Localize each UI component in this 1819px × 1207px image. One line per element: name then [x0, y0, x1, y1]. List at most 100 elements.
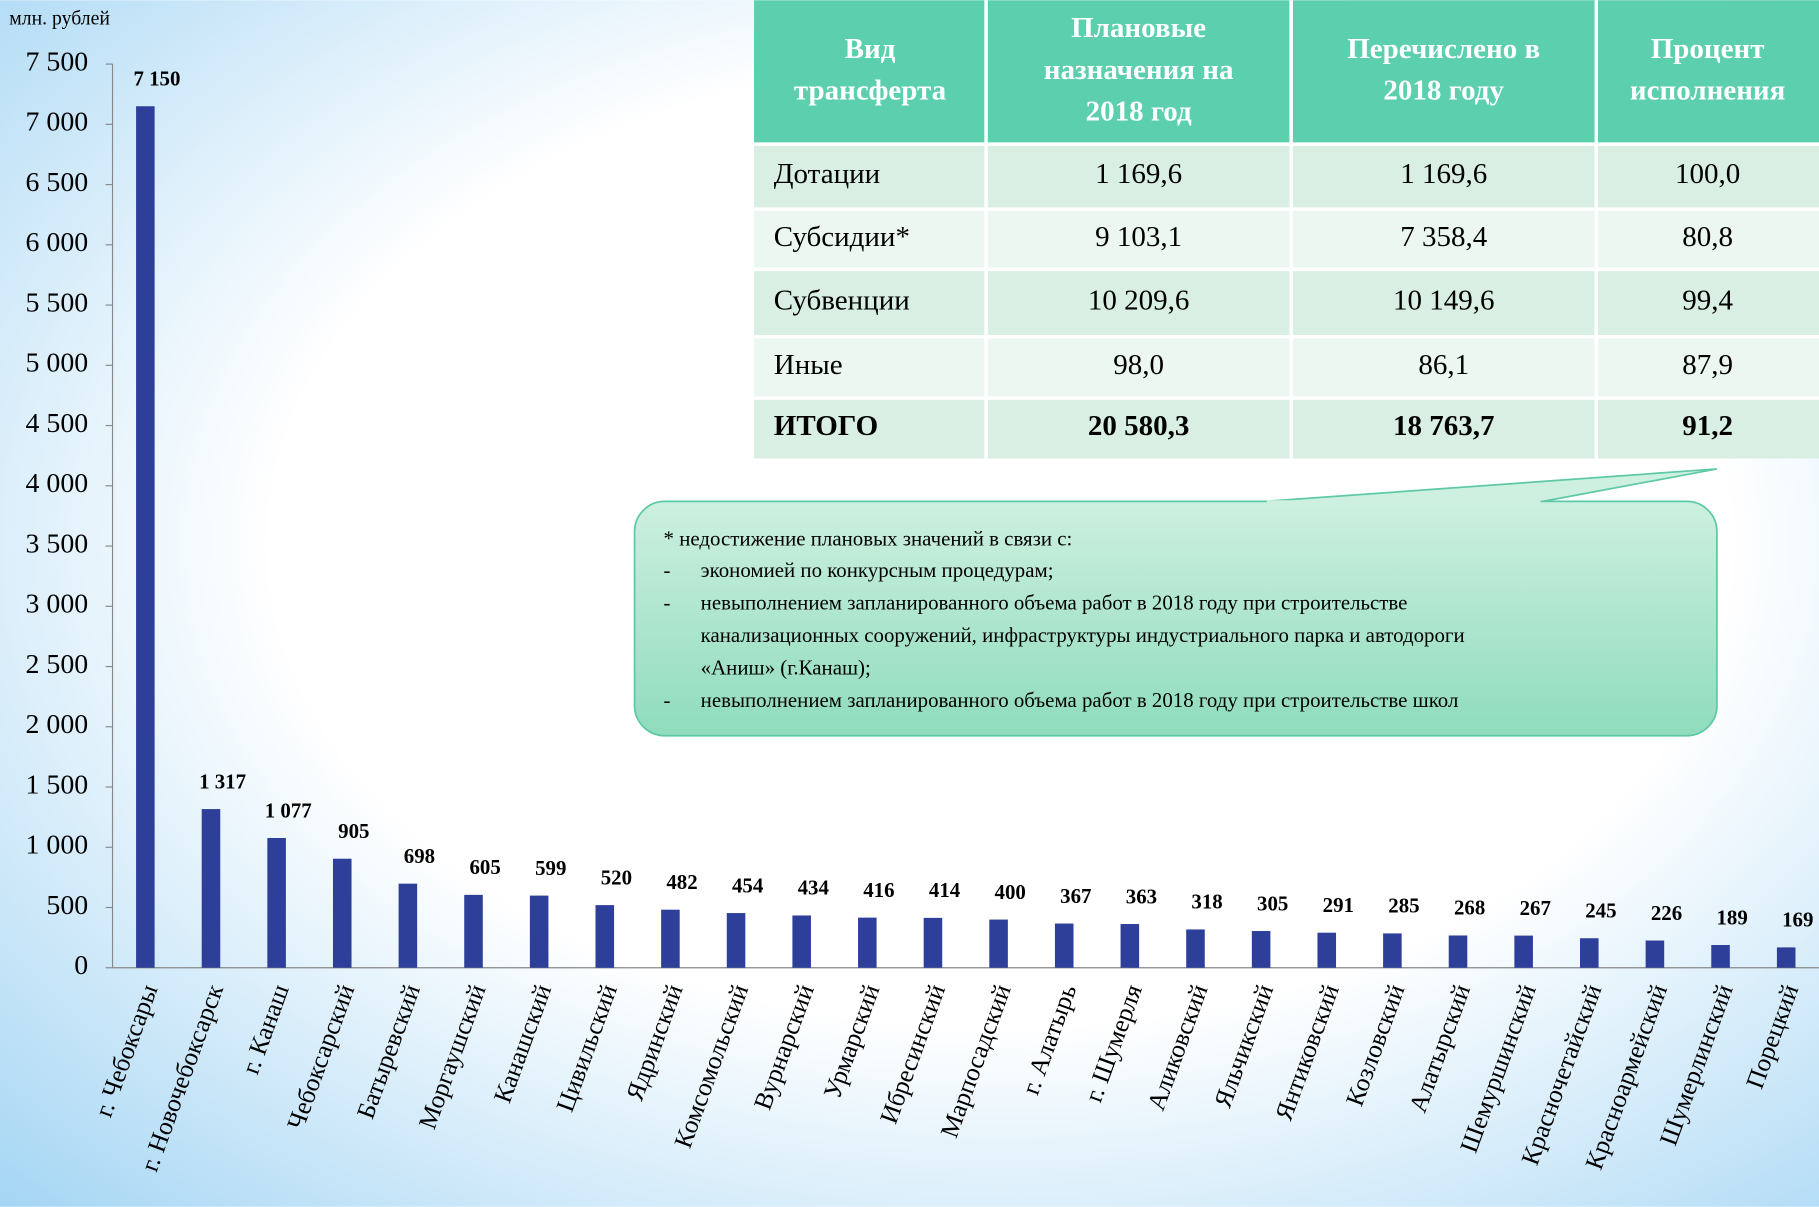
table-row-bg [754, 144, 1819, 210]
table-cell: ИТОГО [774, 410, 878, 442]
note-bullet: - [664, 590, 671, 614]
value-label: 434 [798, 876, 830, 900]
value-label: 416 [863, 878, 894, 902]
y-tick-label: 1 500 [26, 769, 89, 800]
bar [1645, 940, 1665, 968]
table-cell: 7 358,4 [1400, 221, 1488, 253]
value-label: 268 [1454, 896, 1485, 920]
bar [1120, 924, 1140, 968]
value-label: 169 [1782, 908, 1813, 932]
table-row-bg [754, 336, 1819, 399]
value-label: 189 [1716, 905, 1747, 929]
y-tick-label: 4 000 [26, 468, 89, 499]
table-cell: Дотации [774, 158, 880, 190]
bar [923, 917, 943, 968]
table-cell: 1 169,6 [1095, 158, 1182, 190]
table-cell: 99,4 [1682, 285, 1733, 317]
bar [529, 895, 549, 968]
bar [332, 858, 352, 968]
value-label: 454 [732, 873, 764, 897]
note-line: «Аниш» (г.Канаш); [701, 655, 871, 679]
y-tick-label: 3 500 [26, 528, 89, 559]
table-cell: 9 103,1 [1095, 221, 1182, 253]
value-label: 1 317 [199, 769, 246, 793]
value-label: 1 077 [265, 798, 312, 822]
note-line: невыполнением запланированного объема ра… [701, 688, 1459, 712]
note-line: экономией по конкурсным процедурам; [701, 558, 1054, 582]
value-label: 482 [666, 870, 697, 894]
table-row-bg [754, 269, 1819, 337]
bar [1448, 935, 1468, 968]
table-cell: 100,0 [1675, 158, 1740, 190]
table-cell: 1 169,6 [1400, 158, 1487, 190]
pointer-join [1266, 500, 1541, 505]
y-tick-label: 6 500 [26, 167, 89, 198]
y-tick-label: 5 500 [26, 287, 89, 318]
value-label: 363 [1126, 884, 1157, 908]
note-line: невыполнением запланированного объема ра… [701, 590, 1408, 614]
value-label: 267 [1520, 896, 1551, 920]
table-header-bg [754, 0, 1819, 145]
table-cell: 18 763,7 [1393, 410, 1495, 442]
value-label: 605 [469, 855, 500, 879]
value-label: 245 [1585, 899, 1616, 923]
table-row-bg [754, 209, 1819, 270]
bar [726, 913, 746, 968]
bar [1711, 944, 1730, 968]
y-tick-label: 1 000 [26, 830, 89, 861]
value-label: 414 [929, 878, 961, 902]
table-row-bg [754, 398, 1819, 459]
bar [464, 894, 483, 968]
value-label: 7 150 [133, 67, 180, 91]
y-tick-label: 4 500 [26, 408, 89, 439]
note-line: канализационных сооружений, инфраструкту… [701, 623, 1465, 647]
table-header: Плановые [1071, 12, 1206, 44]
note-bullet: - [664, 558, 671, 582]
value-label: 318 [1191, 890, 1222, 914]
value-label: 698 [404, 844, 435, 868]
table-cell: 80,8 [1682, 221, 1733, 253]
value-label: 400 [995, 880, 1026, 904]
note-box [633, 500, 1718, 737]
value-label: 291 [1323, 893, 1354, 917]
y-axis-label: млн. рублей [9, 8, 110, 30]
note-bullet: - [664, 688, 671, 712]
bar [136, 106, 155, 968]
y-tick-label: 7 000 [26, 107, 89, 138]
y-tick-label: 2 500 [26, 649, 89, 680]
bar [201, 809, 221, 968]
table-header: исполнения [1630, 75, 1785, 107]
value-label: 905 [338, 819, 369, 843]
table-cell: 20 580,3 [1088, 410, 1190, 442]
bar [595, 905, 615, 968]
table-cell: Субвенции [774, 285, 910, 317]
note-title: * недостижение плановых значений в связи… [664, 527, 1073, 551]
table-header: назначения на [1044, 54, 1234, 86]
y-tick-label: 500 [46, 890, 88, 921]
y-tick-label: 6 000 [26, 227, 89, 258]
bar [398, 883, 418, 968]
table-header: трансферта [794, 75, 947, 107]
bar [1251, 931, 1271, 968]
bar [1054, 923, 1074, 968]
table-cell: 98,0 [1113, 349, 1164, 381]
table-cell: 87,9 [1682, 349, 1733, 381]
value-label: 599 [535, 856, 566, 880]
y-tick-label: 2 000 [26, 709, 89, 740]
bar [1383, 933, 1402, 968]
y-tick-label: 3 000 [26, 589, 89, 620]
table-header: 2018 год [1086, 96, 1192, 128]
table-header: Процент [1651, 33, 1765, 65]
value-label: 285 [1388, 894, 1419, 918]
y-tick-label: 7 500 [26, 46, 89, 77]
table-header: Вид [845, 33, 896, 65]
bar [267, 837, 286, 968]
table-cell: 86,1 [1418, 349, 1469, 381]
bar [858, 917, 877, 968]
table-header: Перечислено в [1347, 33, 1540, 65]
bar [1776, 947, 1796, 968]
bar [1317, 932, 1337, 968]
table-cell: Иные [774, 349, 843, 381]
